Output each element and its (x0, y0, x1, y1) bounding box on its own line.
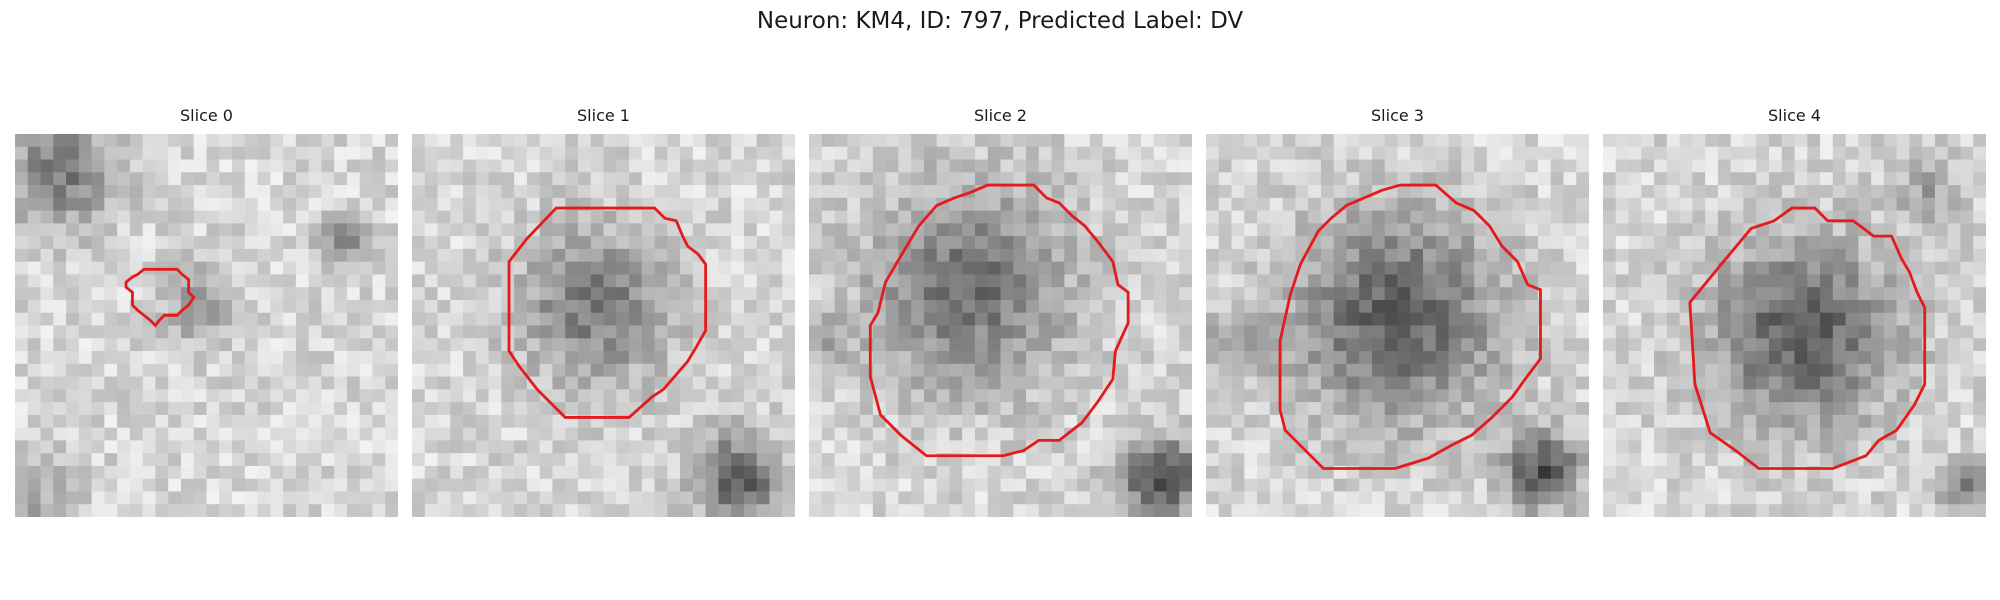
slice-image (1206, 134, 1589, 517)
slice-panel-4: Slice 4 (1603, 106, 1986, 517)
slice-image (15, 134, 398, 517)
cell-outline (868, 183, 1130, 458)
cell-outline (124, 267, 196, 328)
cell-outline (1688, 206, 1927, 470)
slice-image (412, 134, 795, 517)
pixel-grid (412, 134, 795, 517)
pixel-grid (1603, 134, 1986, 517)
slice-title: Slice 1 (577, 106, 630, 125)
slice-title: Slice 4 (1768, 106, 1821, 125)
slice-panel-1: Slice 1 (412, 106, 795, 517)
pixel-grid (15, 134, 398, 517)
slice-panel-2: Slice 2 (809, 106, 1192, 517)
pixel-grid (809, 134, 1192, 517)
slice-image (809, 134, 1192, 517)
cell-outline (507, 206, 708, 419)
slice-panel-0: Slice 0 (15, 106, 398, 517)
slice-title: Slice 0 (180, 106, 233, 125)
cell-outline (1278, 183, 1542, 470)
slice-title: Slice 2 (974, 106, 1027, 125)
figure-title: Neuron: KM4, ID: 797, Predicted Label: D… (756, 8, 1244, 34)
slice-image (1603, 134, 1986, 517)
slice-panel-3: Slice 3 (1206, 106, 1589, 517)
pixel-grid (1206, 134, 1589, 517)
slice-title: Slice 3 (1371, 106, 1424, 125)
